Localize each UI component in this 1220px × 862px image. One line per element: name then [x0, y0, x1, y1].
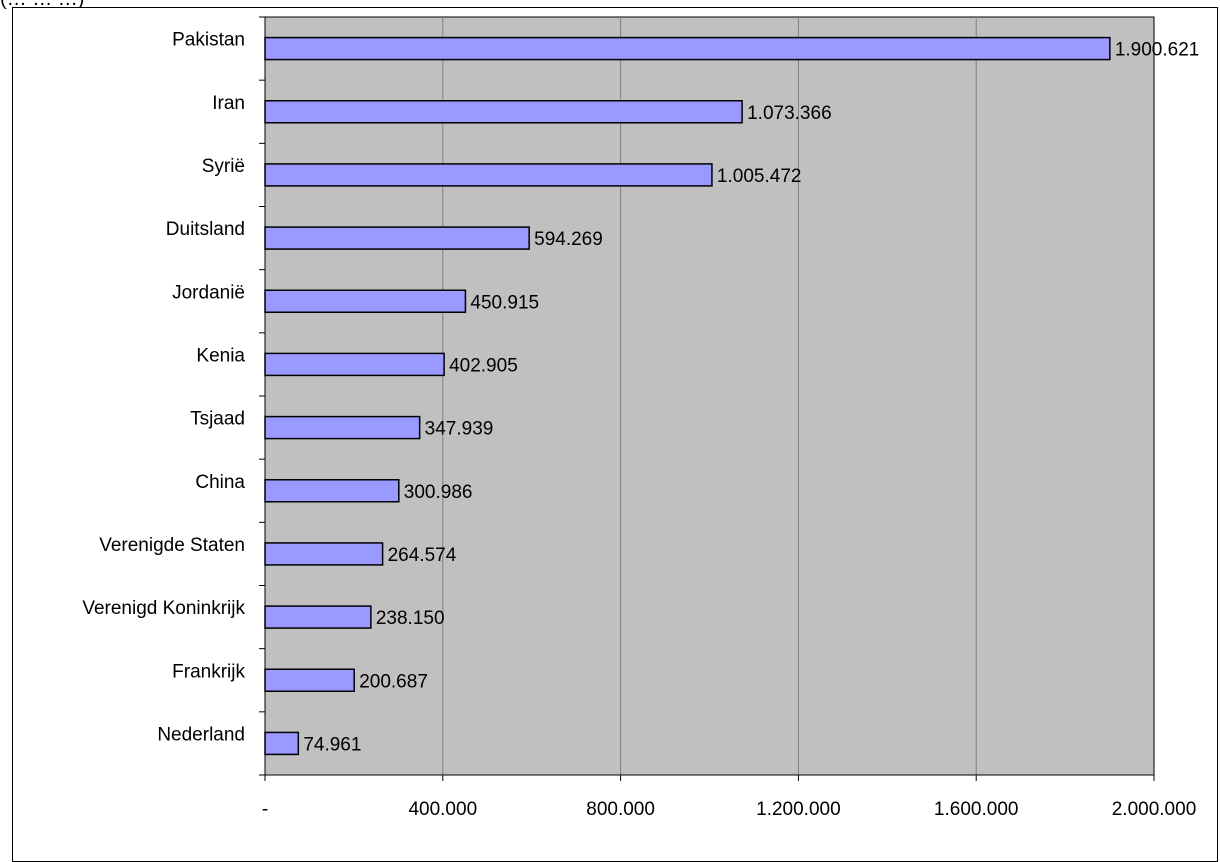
x-tick-label: 1.200.000: [756, 799, 841, 820]
bar: [264, 605, 372, 629]
value-label: 1.005.472: [717, 166, 802, 187]
bar: [264, 352, 445, 377]
category-label: Kenia: [196, 345, 245, 366]
value-label: 264.574: [388, 545, 457, 566]
bar: [264, 542, 384, 566]
value-label: 402.905: [449, 355, 518, 376]
value-label: 300.986: [404, 482, 473, 503]
bar: [264, 100, 743, 124]
x-tick-label: 800.000: [586, 799, 655, 820]
bar: [264, 289, 467, 313]
value-label: 450.915: [470, 292, 539, 313]
category-label: Jordanië: [172, 282, 245, 303]
bar: [264, 731, 300, 756]
bar: [264, 226, 530, 250]
category-label: Syrië: [202, 156, 245, 177]
value-label: 74.961: [303, 734, 361, 755]
bar: [264, 163, 713, 187]
value-label: 594.269: [534, 229, 603, 250]
value-label: 1.073.366: [747, 103, 832, 124]
bar: [264, 36, 1111, 61]
x-tick-label: 2.000.000: [1112, 799, 1197, 820]
category-label: Iran: [212, 93, 245, 114]
category-label: Frankrijk: [172, 661, 245, 682]
x-tick-label: 1.600.000: [934, 799, 1019, 820]
bar: [264, 479, 400, 503]
value-label: 347.939: [425, 419, 494, 440]
bar: [264, 415, 421, 440]
bar: [264, 668, 355, 692]
category-label: Verenigde Staten: [99, 535, 245, 556]
bar-chart: - 400.000 800.000 1.200.000 1.600.000 2.000.0…: [82, 16, 1200, 820]
category-label: Verenigd Koninkrijk: [82, 598, 245, 619]
value-label: 1.900.621: [1115, 40, 1200, 61]
value-label: 238.150: [376, 608, 445, 629]
category-label: Pakistan: [172, 30, 245, 51]
chart-title: (… … …): [0, 0, 84, 11]
x-tick-label: 400.000: [408, 799, 477, 820]
category-label: China: [195, 472, 245, 493]
category-label: Tsjaad: [190, 409, 245, 430]
category-label: Duitsland: [166, 219, 245, 240]
x-tick-label: -: [262, 799, 268, 820]
category-label: Nederland: [157, 724, 245, 745]
value-label: 200.687: [359, 671, 428, 692]
plot-area: [264, 16, 1155, 776]
chart-frame: - 400.000 800.000 1.200.000 1.600.000 2.000.0…: [12, 7, 1218, 862]
